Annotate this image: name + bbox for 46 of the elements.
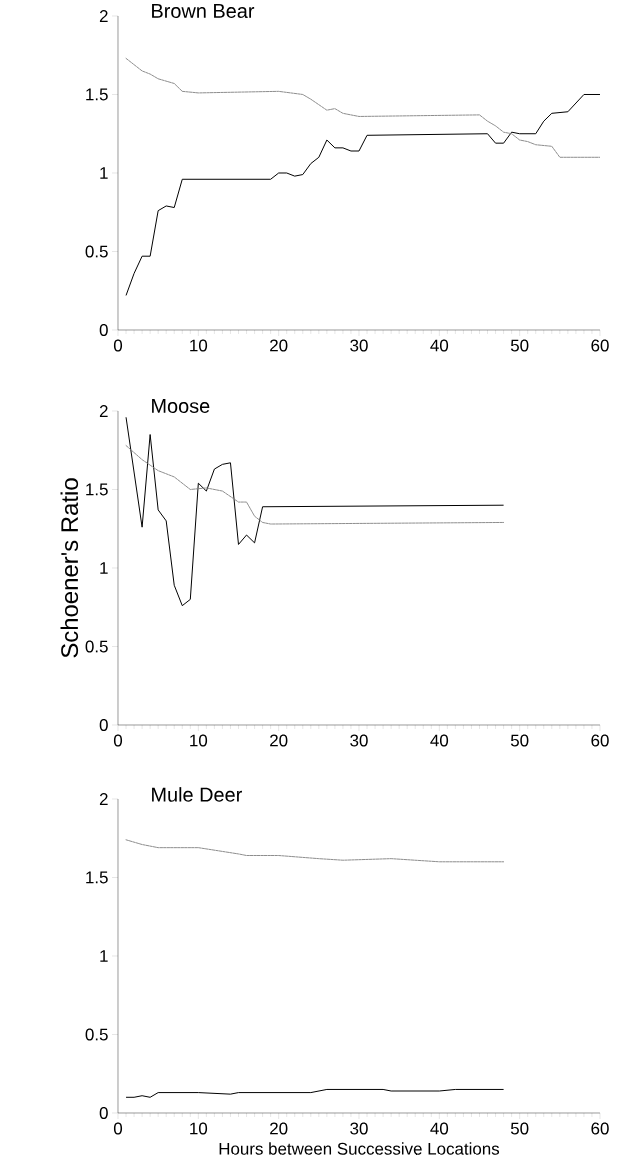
- y-tick-label: 1.5: [86, 871, 108, 884]
- y-tick-label: 2: [99, 405, 108, 417]
- y-tick-label: 2: [99, 793, 108, 805]
- line-series: [125, 57, 600, 158]
- y-tick-label: 1: [100, 562, 108, 574]
- y-tick-label: 0: [99, 718, 108, 731]
- y-tick-label: 1: [100, 167, 108, 179]
- x-tick-label: 60: [591, 339, 609, 352]
- y-axis-title: Schoener's Ratio: [60, 478, 79, 658]
- x-tick-label: 30: [350, 1122, 368, 1135]
- chart-title: Brown Bear: [152, 4, 255, 18]
- y-tick-label: 2: [99, 10, 108, 22]
- x-tick-label: 50: [510, 339, 529, 352]
- y-tick-label: 0.5: [85, 1028, 108, 1041]
- x-tick-label: 10: [190, 339, 208, 352]
- x-tick-label: 20: [270, 734, 288, 747]
- y-tick-label: 1.5: [86, 483, 108, 496]
- x-tick-label: 60: [591, 734, 609, 747]
- x-tick-label: 50: [510, 1122, 529, 1135]
- x-tick-label: 30: [350, 734, 368, 747]
- x-tick-label: 20: [270, 1122, 288, 1135]
- x-tick-label: 40: [430, 1122, 449, 1135]
- y-tick-label: 1: [100, 950, 108, 962]
- chart-title: Mule Deer: [152, 787, 242, 802]
- y-tick-label: 0.5: [85, 245, 108, 258]
- line-series: [125, 445, 505, 525]
- x-tick-label: 10: [190, 1122, 208, 1135]
- y-tick-label: 0: [99, 323, 108, 336]
- x-tick-label: 40: [430, 734, 449, 747]
- line-series: [125, 839, 505, 863]
- x-tick-label: 30: [350, 339, 368, 352]
- y-tick-label: 0.5: [85, 640, 108, 653]
- x-tick-label: 60: [591, 1122, 609, 1135]
- y-tick-label: 0: [99, 1106, 108, 1119]
- x-tick-label: 40: [430, 339, 449, 352]
- chart-title: Moose: [152, 399, 210, 414]
- x-tick-label: 50: [510, 734, 529, 747]
- y-tick-label: 1.5: [86, 88, 108, 101]
- x-tick-label: 0: [113, 1122, 123, 1135]
- x-axis-title: Hours between Successive Locations: [219, 1142, 500, 1155]
- x-tick-label: 0: [113, 339, 123, 352]
- x-tick-label: 0: [113, 734, 123, 747]
- line-series: [125, 416, 505, 607]
- line-series: [125, 93, 600, 296]
- x-tick-label: 10: [190, 734, 208, 747]
- x-tick-label: 20: [270, 339, 288, 352]
